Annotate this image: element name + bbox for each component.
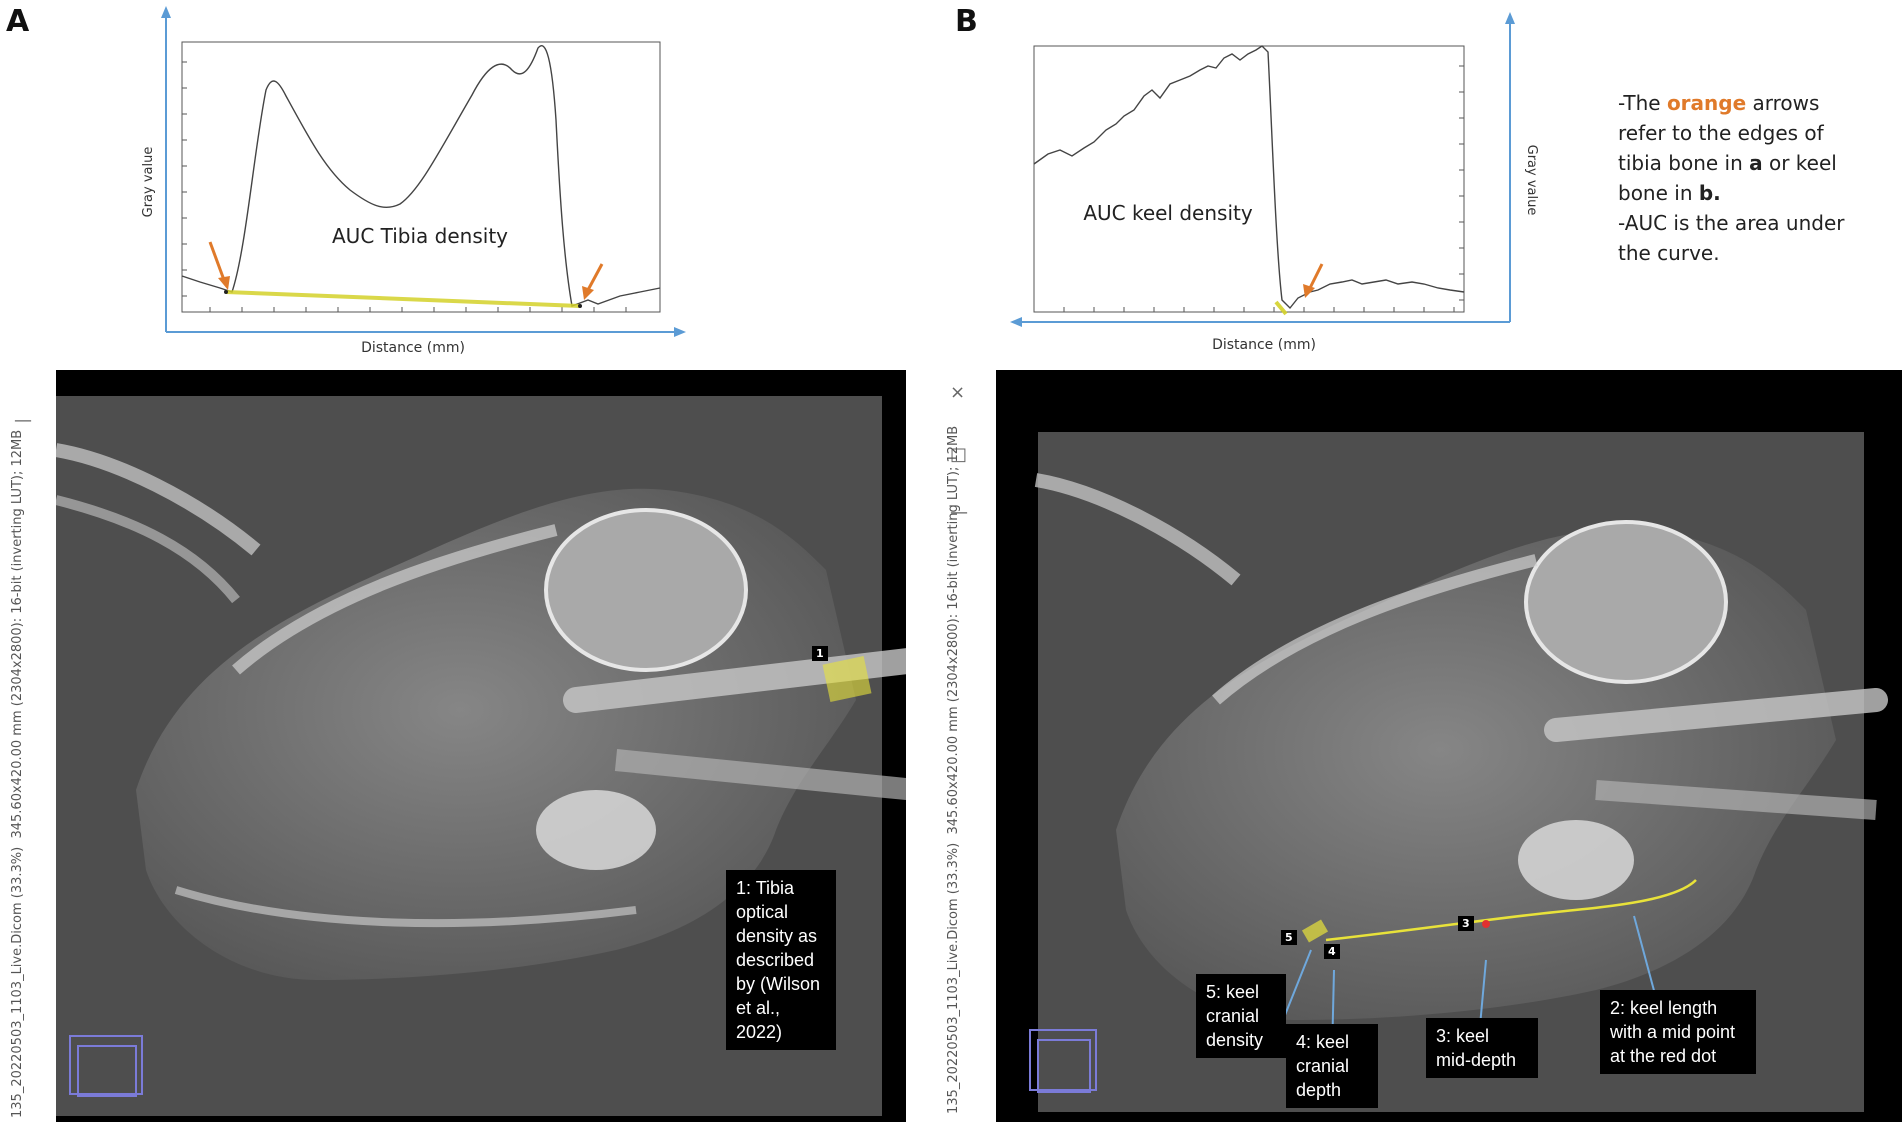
plot-frame-a — [181, 41, 661, 313]
xray-window-a: — 135_20220503_1103_Live.Dicom (33.3%) 3… — [0, 370, 920, 1130]
arrow-callout-2 — [1633, 915, 1657, 999]
auc-marker-b — [1274, 300, 1288, 316]
keel-midpoint-red-dot — [1482, 920, 1490, 928]
x-axis-arrowhead-b — [1010, 317, 1022, 327]
x-axis-arrowhead-a — [674, 327, 686, 337]
figure-note: -The orange arrows refer to the edges of… — [1618, 88, 1888, 268]
x-axis-label-a: Distance (mm) — [361, 340, 465, 356]
minimize-icon[interactable]: — — [950, 502, 968, 523]
note-line-1: -The orange arrows — [1618, 91, 1820, 115]
roi-tag-3: 3 — [1458, 916, 1474, 931]
egg-b — [1524, 520, 1728, 684]
image-info-a: 135_20220503_1103_Live.Dicom (33.3%) 345… — [10, 429, 25, 1118]
note-line-3: tibia bone in a or keel — [1618, 151, 1837, 175]
gizzard-grit-a — [536, 790, 656, 870]
callout-keel-cranial-density: 5: keel cranial density — [1196, 974, 1286, 1058]
gray-value-curve-b — [1033, 45, 1465, 310]
orange-arrow-left-a — [208, 241, 226, 281]
ticks-b — [1063, 65, 1464, 312]
spine-a — [232, 524, 558, 675]
callout-keel-mid-depth: 3: keel mid-depth — [1426, 1018, 1538, 1078]
auc-baseline-a — [225, 290, 581, 308]
y-axis-label-a: Gray value — [141, 147, 156, 218]
gizzard-grit-b — [1518, 820, 1634, 900]
roi-tag-5: 5 — [1281, 930, 1297, 945]
roi-tag-1-a: 1 — [812, 646, 828, 661]
orange-arrow-right-a — [586, 263, 604, 291]
note-line-5: -AUC is the area under — [1618, 211, 1845, 235]
minimize-mark-a: — — [14, 410, 32, 431]
tibia-roi-a — [822, 656, 872, 702]
keel-cranial-roi — [1301, 919, 1329, 943]
maximize-icon[interactable]: □ — [950, 444, 968, 465]
note-line-6: the curve. — [1618, 241, 1720, 265]
gray-value-curve-a — [181, 45, 661, 307]
image-info-b: 135_20220503_1103_Live.Dicom (33.3%) 345… — [946, 425, 961, 1114]
roi-tag-4: 4 — [1324, 944, 1340, 959]
y-axis-label-b: Gray value — [1524, 145, 1539, 216]
navigator-box-b — [1029, 1029, 1097, 1091]
callout-keel-cranial-depth: 4: keel cranial depth — [1286, 1024, 1378, 1108]
xray-window-b: × □ — 135_20220503_1103_Live.Dicom (33.3… — [940, 370, 1902, 1137]
auc-annotation-a: AUC Tibia density — [332, 224, 508, 248]
ticks-a — [182, 61, 627, 312]
xray-image-b: 5 4 3 5: keel cranial density 4: keel cr… — [996, 370, 1902, 1122]
note-line-2: refer to the edges of — [1618, 121, 1824, 145]
orange-arrow-b — [1308, 263, 1324, 289]
egg-a — [544, 508, 748, 672]
plot-frame-b — [1033, 45, 1465, 313]
profile-plot-a: Gray value Distance (mm) AUC Tibia densi… — [141, 6, 686, 356]
profile-plot-b: Gray value Distance (mm) AUC keel densit… — [1010, 12, 1539, 353]
xray-image-a: 1 1: Tibia optical density as described … — [56, 370, 906, 1122]
x-axis-label-b: Distance (mm) — [1212, 337, 1316, 353]
panel-letter-a: A — [6, 4, 30, 39]
auc-annotation-b: AUC keel density — [1083, 201, 1253, 225]
callout-tibia-density: 1: Tibia optical density as described by… — [726, 870, 836, 1050]
callout-keel-length: 2: keel length with a mid point at the r… — [1600, 990, 1756, 1074]
y-axis-arrowhead-b — [1505, 12, 1515, 24]
note-line-4: bone in b. — [1618, 181, 1721, 205]
y-axis-arrowhead-a — [161, 6, 171, 18]
panel-letter-b: B — [955, 4, 978, 39]
keel-length-line — [1325, 879, 1697, 942]
close-icon[interactable]: × — [950, 382, 966, 403]
navigator-box-a — [69, 1035, 143, 1095]
